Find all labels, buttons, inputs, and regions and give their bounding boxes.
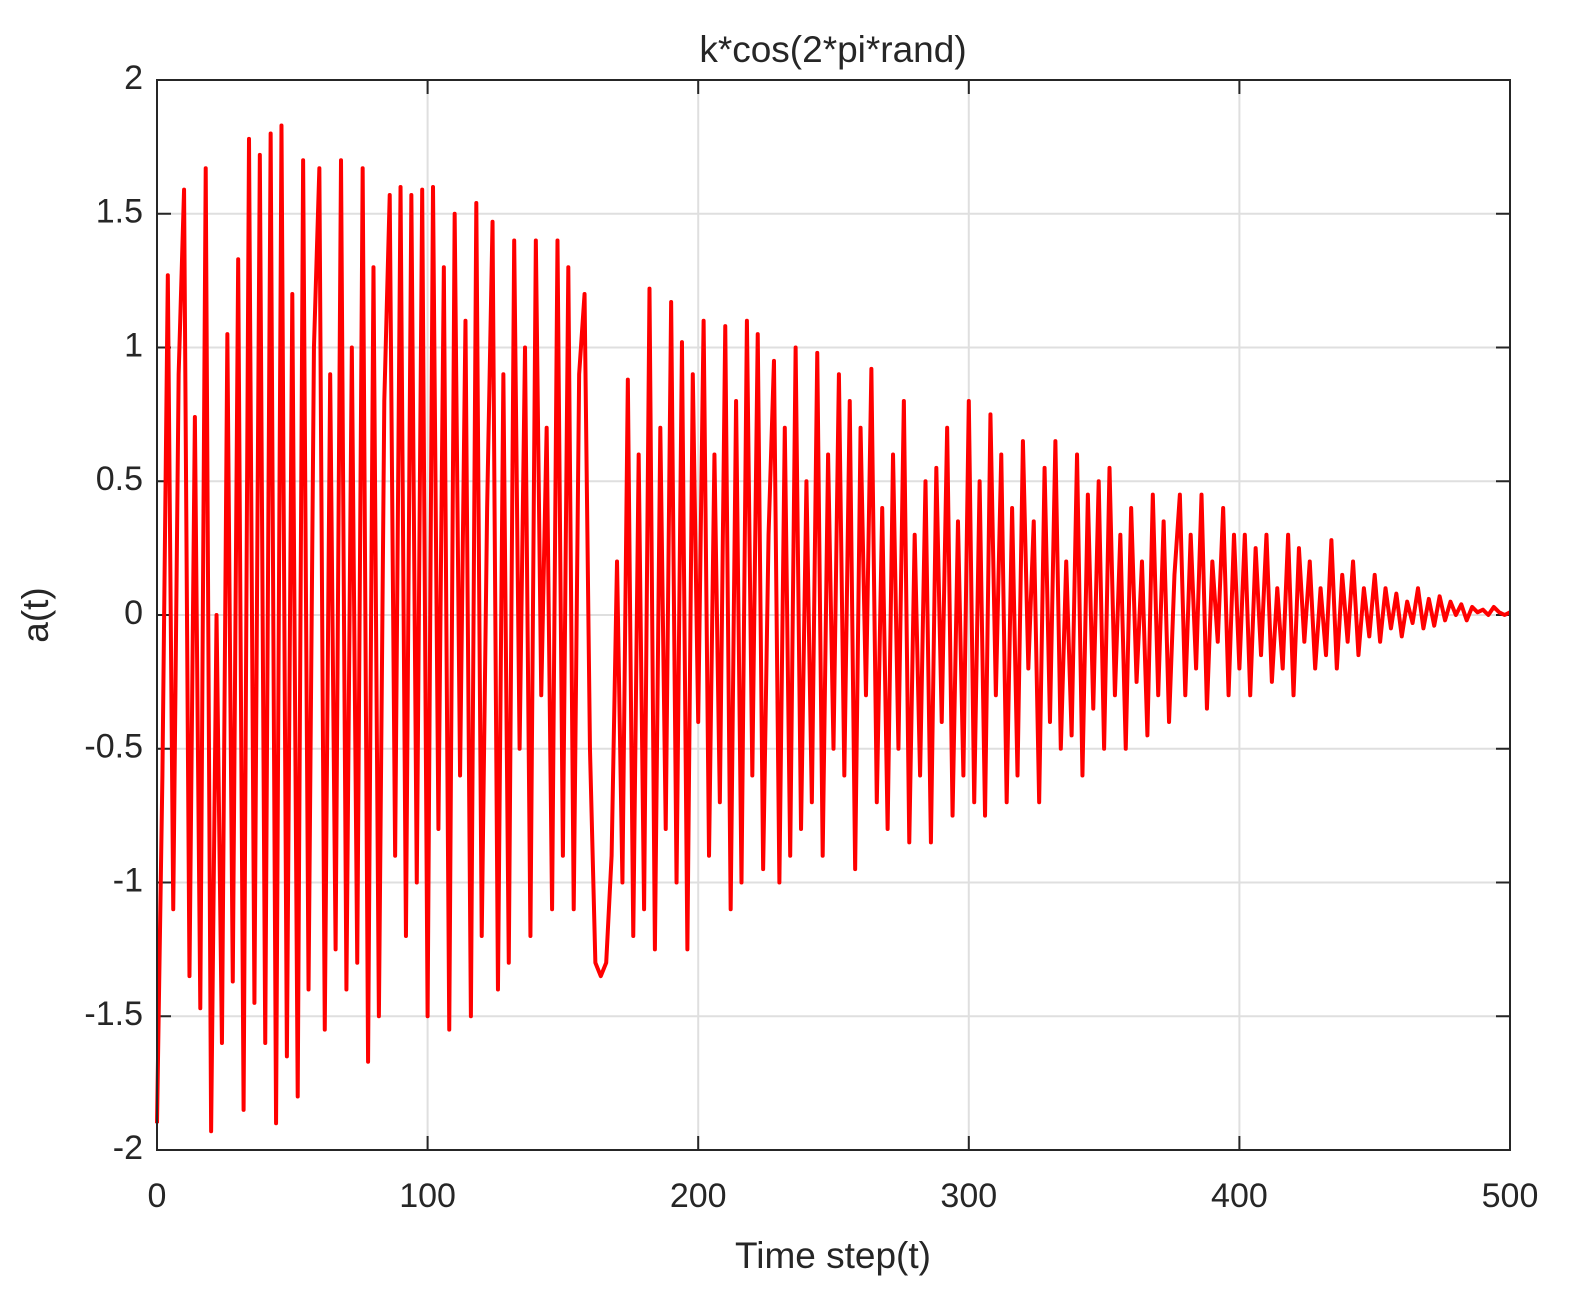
y-tick-label: 2: [124, 59, 143, 97]
x-tick-label: 0: [148, 1177, 167, 1215]
data-line: [155, 123, 1511, 1134]
y-axis-label: a(t): [15, 587, 56, 643]
y-tick-label: -1.5: [84, 995, 143, 1033]
y-tick-label: 0: [124, 594, 143, 632]
chart-title: k*cos(2*pi*rand): [699, 29, 966, 70]
y-tick-label: 1.5: [96, 193, 143, 231]
y-tick-label: 1: [124, 326, 143, 364]
x-tick-label: 300: [940, 1177, 997, 1215]
x-tick-label: 500: [1482, 1177, 1539, 1215]
x-tick-label: 400: [1211, 1177, 1268, 1215]
x-tick-label: 100: [399, 1177, 456, 1215]
x-tick-label: 200: [670, 1177, 727, 1215]
y-tick-label: -0.5: [84, 728, 143, 766]
y-tick-label: 0.5: [96, 460, 143, 498]
y-tick-label: -2: [113, 1129, 143, 1167]
y-tick-label: -1: [113, 861, 143, 899]
x-axis-label: Time step(t): [735, 1235, 931, 1276]
plot-frame: [156, 79, 1511, 1151]
